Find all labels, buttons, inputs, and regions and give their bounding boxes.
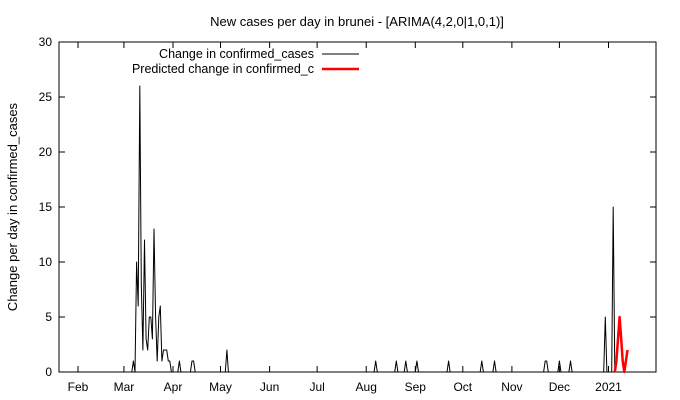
x-tick-label: Feb [68,380,89,394]
x-tick-label: 2021 [595,380,622,394]
x-ticks: Feb Mar Apr May Jun Jul Aug Sep Oct Nov Dec 2021 [68,42,622,394]
legend: Change in confirmed_cases Predicted chan… [132,47,359,76]
x-tick-label: Dec [549,380,570,394]
series-line-actual [131,85,616,373]
x-tick-label: Sep [405,380,427,394]
x-tick-label: Jun [260,380,279,394]
x-tick-label: Mar [114,380,135,394]
x-tick-label: May [209,380,232,394]
y-tick-label: 20 [39,145,53,159]
series-layer [131,85,629,374]
x-tick-label: Jul [309,380,324,394]
legend-label-actual: Change in confirmed_cases [159,47,314,61]
series-line-predicted [613,315,629,374]
y-tick-label: 10 [39,255,53,269]
y-tick-label: 0 [45,365,52,379]
x-tick-label: Apr [164,380,183,394]
legend-label-predicted: Predicted change in confirmed_c [132,62,314,76]
y-tick-label: 15 [39,200,53,214]
y-tick-label: 25 [39,90,53,104]
y-ticks: 0 5 10 15 20 25 30 [39,35,656,379]
x-tick-label: Nov [501,380,522,394]
chart-title: New cases per day in brunei - [ARIMA(4,2… [210,14,504,29]
y-axis-label: Change per day in confirmed_cases [5,102,20,311]
y-tick-label: 5 [45,310,52,324]
y-tick-label: 30 [39,35,53,49]
x-tick-label: Oct [453,380,472,394]
x-tick-label: Aug [356,380,377,394]
